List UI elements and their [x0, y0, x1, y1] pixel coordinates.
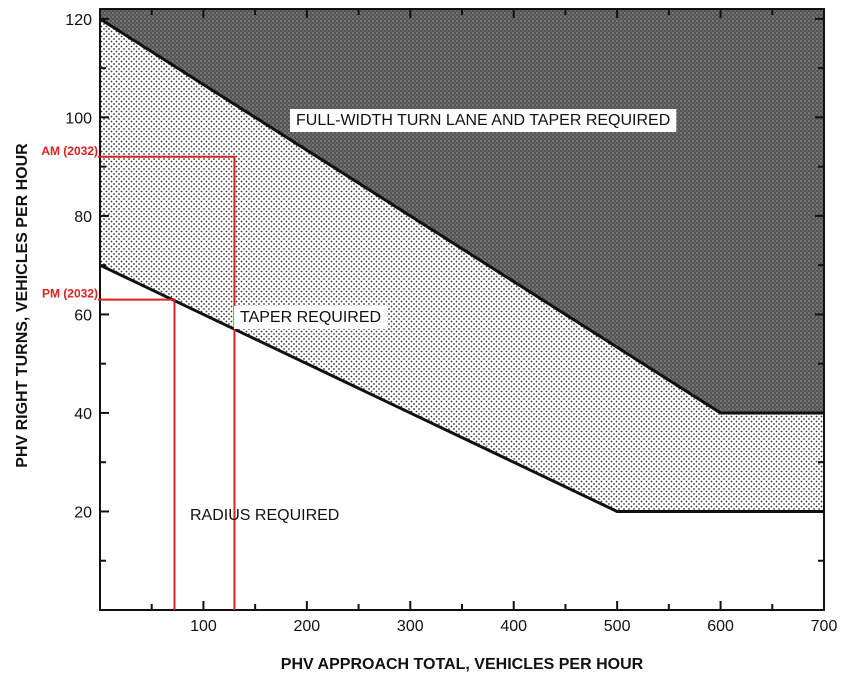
region-labels: FULL-WIDTH TURN LANE AND TAPER REQUIRED …: [190, 109, 677, 524]
axis-ticks: 100 200 300 400 500 600 700 20 40 60 80 100 120: [65, 9, 837, 635]
full-width-label-box: [290, 109, 677, 132]
x-axis-title: PHV APPROACH TOTAL, VEHICLES PER HOUR: [281, 656, 644, 673]
boundary-lines: [99, 17, 824, 513]
x-tick-label: 700: [811, 618, 838, 635]
am-2032-label: AM (2032): [41, 144, 98, 158]
x-tick-label: 600: [707, 618, 734, 635]
taper-region: [100, 18, 824, 512]
x-tick-label: 500: [604, 618, 631, 635]
x-tick-label: 400: [500, 618, 527, 635]
am-2032-marker-line: [98, 155, 236, 610]
radius-required-label: RADIUS REQUIRED: [190, 507, 339, 524]
x-tick-label: 200: [294, 618, 321, 635]
marker-lines: [98, 155, 236, 610]
pm-2032-marker-line: [98, 298, 176, 610]
y-tick-label: 120: [65, 12, 92, 29]
full-width-turn-lane-label: FULL-WIDTH TURN LANE AND TAPER REQUIRED: [296, 112, 670, 129]
x-tick-label: 100: [190, 618, 217, 635]
taper-required-label: TAPER REQUIRED: [240, 309, 381, 326]
lower-boundary-line: [99, 263, 824, 513]
y-tick-label: 20: [74, 504, 92, 521]
y-tick-label: 80: [74, 209, 92, 226]
upper-boundary-line: [99, 17, 824, 415]
y-tick-label: 40: [74, 406, 92, 423]
y-tick-label: 100: [65, 110, 92, 127]
y-axis-title: PHV RIGHT TURNS, VEHICLES PER HOUR: [14, 143, 31, 468]
x-tick-label: 300: [397, 618, 424, 635]
taper-label-box: [234, 306, 388, 329]
y-tick-label: 60: [74, 307, 92, 324]
pm-2032-label: PM (2032): [42, 287, 98, 301]
